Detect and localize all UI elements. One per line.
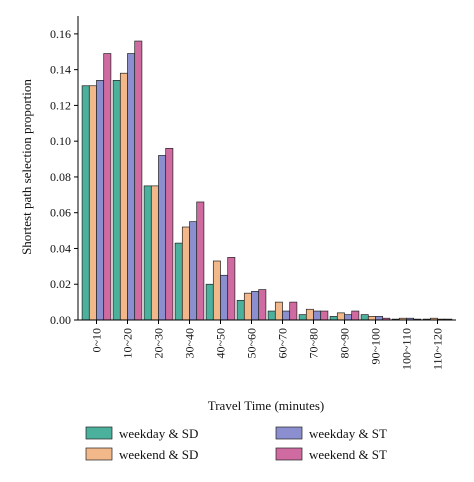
bar-0-2 <box>143 185 152 321</box>
y-tick-label-6: 0.12 <box>50 98 71 112</box>
y-tick-label-4: 0.08 <box>50 170 71 184</box>
y-tick-label-7: 0.14 <box>50 63 71 77</box>
y-tick-label-1: 0.02 <box>50 277 71 291</box>
bar-2-2 <box>158 155 167 321</box>
bar-0-9 <box>360 314 369 321</box>
y-tick-label-5: 0.10 <box>50 134 71 148</box>
bar-1-2 <box>150 185 159 321</box>
bar-2-3 <box>189 221 198 321</box>
bar-2-1 <box>127 53 136 321</box>
x-tick-label-4: 40~50 <box>214 328 228 359</box>
y-tick-label-2: 0.04 <box>50 241 71 255</box>
bars <box>81 40 453 321</box>
bar-1-3 <box>181 226 190 321</box>
bar-3-0 <box>103 53 112 321</box>
legend: weekday & SD weekend & SD weekday & ST week… <box>85 426 387 462</box>
bar-0-7 <box>298 314 307 321</box>
bar-3-2 <box>165 147 174 321</box>
legend-swatch-2 <box>275 426 303 440</box>
bar-0-8 <box>329 316 338 321</box>
legend-swatch-3 <box>275 447 303 461</box>
bar-0-4 <box>205 283 214 321</box>
bar-3-5 <box>258 289 267 321</box>
x-tick-label-10: 100~110 <box>400 328 414 370</box>
bar-3-8 <box>351 310 360 321</box>
bar-2-8 <box>344 314 353 321</box>
bar-1-7 <box>305 308 314 321</box>
bar-0-1 <box>112 80 121 321</box>
x-axis-title: Travel Time (minutes) <box>208 398 325 413</box>
bar-2-9 <box>375 316 384 321</box>
bar-3-4 <box>227 257 236 321</box>
x-tick-label-1: 10~20 <box>121 328 135 359</box>
bar-3-6 <box>289 301 298 321</box>
bar-0-6 <box>267 310 276 321</box>
x-tick-label-8: 80~90 <box>338 328 352 359</box>
legend-label-3: weekend & ST <box>309 447 387 462</box>
bar-3-7 <box>320 310 329 321</box>
x-tick-label-9: 90~100 <box>369 328 383 365</box>
axes: 0.00 0.02 0.04 0.06 0.08 0.10 0.12 0.14 0.16 0~10… <box>50 16 456 370</box>
bar-0-0 <box>81 85 90 321</box>
bar-1-6 <box>274 301 283 321</box>
x-tick-label-7: 70~80 <box>307 328 321 359</box>
bar-1-1 <box>119 72 128 321</box>
x-tick-label-2: 20~30 <box>152 328 166 359</box>
legend-swatch-1 <box>85 447 113 461</box>
bar-3-3 <box>196 201 205 321</box>
x-tick-label-3: 30~40 <box>183 328 197 359</box>
legend-label-0: weekday & SD <box>119 426 198 441</box>
legend-label-1: weekend & SD <box>119 447 198 462</box>
legend-swatch-0 <box>85 426 113 440</box>
bar-1-4 <box>212 260 221 321</box>
x-tick-label-6: 60~70 <box>276 328 290 359</box>
bar-1-0 <box>88 85 97 321</box>
bar-2-5 <box>251 291 260 321</box>
y-axis-title: Shortest path selection proportion <box>19 79 34 255</box>
bar-0-3 <box>174 242 183 321</box>
x-tick-label-0: 0~10 <box>90 328 104 353</box>
bar-2-0 <box>96 80 105 321</box>
y-tick-label-0: 0.00 <box>50 313 71 327</box>
bar-1-9 <box>367 316 376 321</box>
bar-1-5 <box>243 292 252 321</box>
bar-2-4 <box>220 274 229 321</box>
bar-2-6 <box>282 310 291 321</box>
legend-label-2: weekday & ST <box>309 426 387 441</box>
bar-1-8 <box>336 312 345 321</box>
y-tick-label-8: 0.16 <box>50 27 71 41</box>
bar-3-1 <box>134 40 143 321</box>
bar-2-7 <box>313 310 322 321</box>
x-tick-label-11: 110~120 <box>431 328 445 370</box>
y-tick-label-3: 0.06 <box>50 206 71 220</box>
bar-0-5 <box>236 299 245 321</box>
x-tick-label-5: 50~60 <box>245 328 259 359</box>
